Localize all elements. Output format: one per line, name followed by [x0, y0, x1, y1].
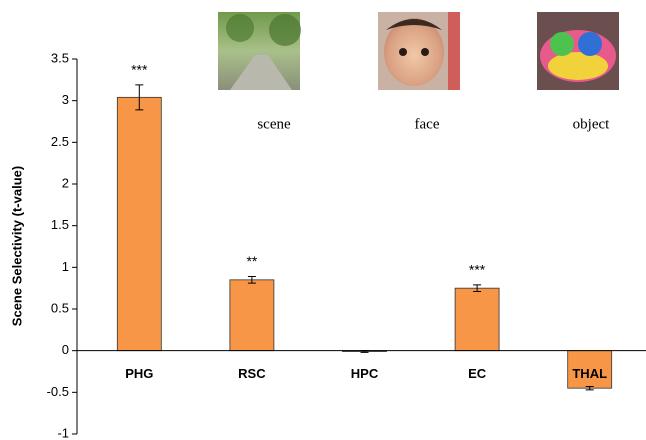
image-label: face — [415, 116, 440, 132]
y-tick-label: 0 — [62, 342, 69, 357]
error-bar — [247, 276, 256, 284]
bar — [567, 350, 613, 389]
y-tick-label: 0.5 — [51, 300, 69, 315]
y-tick-label: 1.5 — [51, 217, 69, 232]
face-photo — [378, 12, 460, 90]
y-tick-label: 3 — [62, 92, 69, 107]
x-tick-label: RSC — [238, 366, 266, 381]
significance: *** — [469, 262, 486, 278]
x-tick-label: THAL — [572, 366, 607, 381]
x-tick-label: EC — [468, 366, 487, 381]
significance: ** — [246, 253, 257, 269]
image-label: scene — [257, 116, 291, 132]
bar — [229, 279, 275, 352]
scene-photo — [218, 12, 301, 90]
y-tick-label: 2 — [62, 175, 69, 190]
image-label: object — [573, 116, 610, 132]
bar — [116, 96, 162, 352]
error-bar — [473, 284, 482, 292]
bar — [454, 287, 500, 352]
significance: *** — [131, 62, 148, 78]
y-tick-label: 2.5 — [51, 134, 69, 149]
x-tick-label: HPC — [351, 366, 379, 381]
y-axis-label: Scene Selectivity (t-value) — [9, 166, 24, 326]
error-bar — [135, 84, 144, 111]
y-tick-label: 1 — [62, 259, 69, 274]
x-tick-label: PHG — [125, 366, 153, 381]
error-bar — [585, 386, 594, 391]
y-tick-label: -1 — [57, 425, 69, 440]
y-tick-label: 3.5 — [51, 50, 69, 65]
y-tick-label: -0.5 — [47, 384, 69, 399]
object-photo — [537, 12, 619, 90]
